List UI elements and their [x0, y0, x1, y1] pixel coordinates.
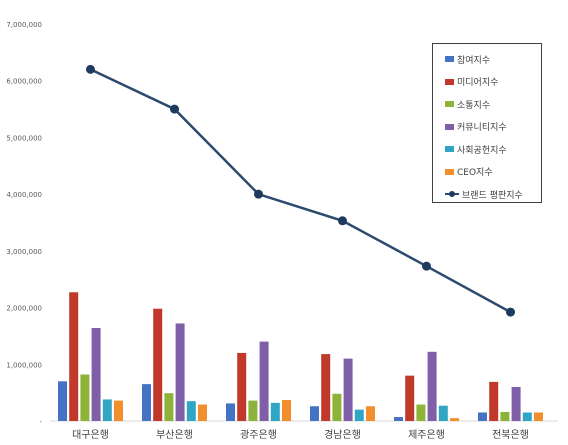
y-tick-label: 7,000,000	[6, 21, 42, 29]
bar	[270, 402, 280, 421]
x-axis-ticks: 대구은행 부산은행 광주은행 경남은행 제주은행 전북은행	[72, 428, 529, 441]
bar	[534, 412, 543, 421]
brand-reputation-line	[86, 64, 515, 317]
legend-item: 커뮤니티지수	[445, 120, 507, 134]
bar	[164, 393, 174, 421]
x-tick-label: 전북은행	[492, 429, 529, 441]
bar	[142, 384, 151, 421]
bar	[153, 308, 163, 421]
legend-swatch	[445, 168, 454, 175]
bar	[427, 351, 437, 421]
y-tick-label: -	[39, 418, 42, 426]
bar	[237, 352, 247, 421]
bar	[405, 375, 415, 421]
legend-swatch	[445, 78, 454, 85]
legend-label: 참여지수	[457, 55, 491, 66]
legend-swatch	[445, 101, 454, 107]
bar	[332, 393, 342, 421]
line-point	[86, 64, 95, 74]
line-marker-icon	[445, 191, 459, 197]
legend-swatch	[445, 123, 454, 130]
legend-item: 브랜드 평판지수	[445, 187, 523, 201]
y-tick-label: 2,000,000	[6, 305, 42, 313]
legend-item: CEO지수	[445, 165, 493, 179]
y-axis-ticks: - 1,000,000 2,000,000 3,000,000 4,000,000 5,0…	[6, 21, 42, 426]
legend-label: 미디어지수	[457, 78, 499, 88]
bar	[175, 323, 185, 421]
x-tick-label: 제주은행	[408, 429, 445, 441]
line-point	[170, 104, 179, 114]
line-point	[422, 261, 431, 271]
bar	[522, 412, 532, 421]
bar	[489, 381, 499, 421]
legend-label: CEO지수	[457, 168, 493, 178]
y-tick-label: 3,000,000	[6, 248, 42, 256]
legend-item: 참여지수	[445, 52, 490, 66]
bar	[198, 404, 207, 421]
bar	[248, 400, 258, 421]
x-tick-label: 대구은행	[72, 429, 109, 441]
legend-label: 커뮤니티지수	[457, 123, 507, 133]
bar	[114, 400, 123, 421]
y-tick-label: 6,000,000	[6, 78, 42, 86]
line-point	[338, 216, 347, 226]
legend-item: 사회공헌지수	[445, 142, 507, 156]
y-tick-label: 5,000,000	[6, 134, 42, 142]
bar	[511, 386, 521, 421]
bar	[366, 406, 375, 421]
bar	[282, 400, 291, 421]
bar	[321, 354, 331, 421]
x-tick-label: 경남은행	[324, 428, 361, 441]
bar	[450, 418, 459, 421]
legend-label: 브랜드 평판지수	[462, 190, 523, 201]
bar	[416, 404, 426, 421]
bar	[343, 358, 353, 421]
y-tick-label: 4,000,000	[6, 191, 42, 199]
bar	[69, 292, 79, 421]
legend-item: 미디어지수	[445, 75, 498, 89]
bar	[186, 401, 196, 421]
line-point	[254, 189, 263, 199]
x-tick-label: 부산은행	[156, 429, 193, 441]
bar-group	[58, 292, 543, 421]
y-tick-label: 1,000,000	[6, 361, 42, 369]
legend-swatch	[445, 56, 454, 62]
series-line	[89, 68, 512, 314]
bar	[80, 374, 90, 421]
legend-swatch	[445, 146, 454, 152]
bar	[102, 399, 112, 421]
bar	[226, 403, 235, 421]
bar	[394, 417, 403, 421]
legend-label: 소통지수	[457, 100, 491, 111]
bar	[438, 405, 448, 421]
bar	[354, 409, 364, 421]
line-point	[506, 307, 515, 317]
x-tick-label: 광주은행	[240, 429, 277, 441]
bar	[310, 406, 319, 421]
legend-label: 사회공헌지수	[457, 145, 507, 156]
legend-item: 소통지수	[445, 97, 490, 111]
bar	[259, 341, 269, 421]
bar	[58, 381, 67, 421]
bar	[478, 412, 487, 421]
bar	[91, 327, 101, 421]
bar	[500, 411, 510, 421]
